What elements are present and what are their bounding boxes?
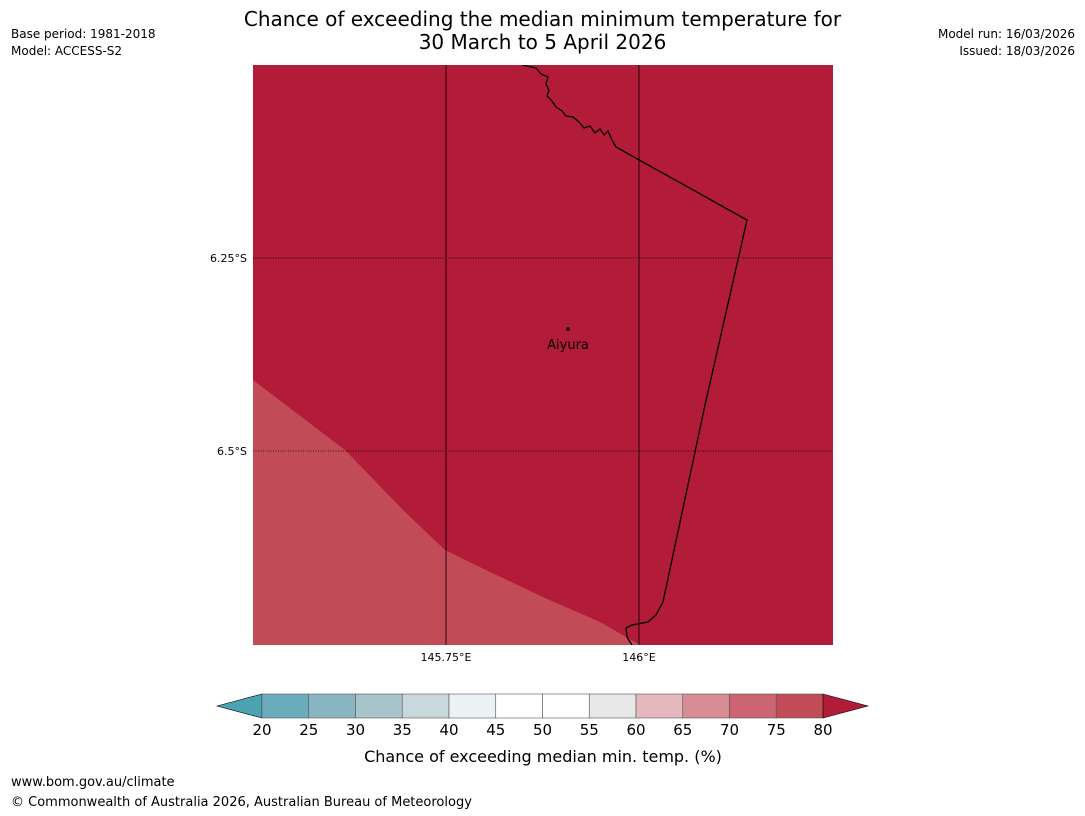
colorbar-bin-65-70 — [682, 693, 730, 719]
colorbar-tick-55: 55 — [580, 721, 599, 739]
colorbar-bin-45-50 — [495, 693, 543, 719]
metadata-right: Model run: 16/03/2026 Issued: 18/03/2026 — [938, 26, 1075, 60]
probability-band-75-80 — [253, 380, 640, 645]
base-period-text: Base period: 1981-2018 — [11, 27, 156, 41]
map-panel: Aiyura 6.25°S 6.5°S 145.75°E 146°E — [210, 65, 833, 664]
colorbar-tick-50: 50 — [533, 721, 552, 739]
place-label-aiyura: Aiyura — [547, 338, 589, 353]
map-title: Chance of exceeding the median minimum t… — [0, 8, 1085, 54]
colorbar-tick-25: 25 — [299, 721, 318, 739]
colorbar-tick-45: 45 — [486, 721, 505, 739]
colorbar-arrow-below-20 — [215, 693, 263, 719]
colorbar-tick-30: 30 — [346, 721, 365, 739]
footer-copyright: © Commonwealth of Australia 2026, Austra… — [11, 795, 472, 810]
colorbar-tick-80: 80 — [813, 721, 832, 739]
colorbar-tick-65: 65 — [673, 721, 692, 739]
metadata-left: Base period: 1981-2018 Model: ACCESS-S2 — [11, 26, 156, 60]
aiyura-marker — [566, 327, 570, 331]
colorbar-tick-40: 40 — [439, 721, 458, 739]
colorbar-bin-70-75 — [729, 693, 777, 719]
colorbar-tick-75: 75 — [767, 721, 786, 739]
lat-label-6-5: 6.5°S — [217, 445, 247, 458]
colorbar-tick-60: 60 — [626, 721, 645, 739]
colorbar-bin-55-60 — [588, 693, 637, 719]
issued-text: Issued: 18/03/2026 — [959, 44, 1075, 58]
province-border — [521, 65, 748, 645]
colorbar-bin-40-45 — [448, 693, 497, 719]
model-run-text: Model run: 16/03/2026 — [937, 27, 1075, 41]
colorbar-bin-35-40 — [401, 693, 450, 719]
lon-label-145-75: 145.75°E — [421, 651, 472, 664]
colorbar-bin-60-65 — [635, 693, 684, 719]
title-line-1: Chance of exceeding the median minimum t… — [243, 7, 842, 31]
colorbar-bin-30-35 — [355, 693, 403, 719]
colorbar-label: Chance of exceeding median min. temp. (%… — [364, 747, 722, 766]
lat-label-6-25: 6.25°S — [210, 252, 247, 265]
colorbar-bin-25-30 — [308, 693, 356, 719]
colorbar-bin-50-55 — [542, 693, 590, 719]
colorbar-arrow-above-80 — [822, 693, 870, 719]
colorbar-tick-35: 35 — [393, 721, 412, 739]
title-line-2: 30 March to 5 April 2026 — [418, 30, 667, 54]
colorbar-bin-20-25 — [261, 693, 310, 719]
lon-label-146: 146°E — [622, 651, 655, 664]
model-text: Model: ACCESS-S2 — [11, 44, 123, 58]
colorbar-bin-75-80 — [775, 693, 824, 719]
colorbar-tick-20: 20 — [252, 721, 271, 739]
colorbar: 20 25 30 35 40 45 50 55 60 65 70 75 80 Chance of exc… — [215, 693, 870, 766]
footer-url: www.bom.gov.au/climate — [11, 775, 175, 790]
colorbar-tick-70: 70 — [720, 721, 739, 739]
